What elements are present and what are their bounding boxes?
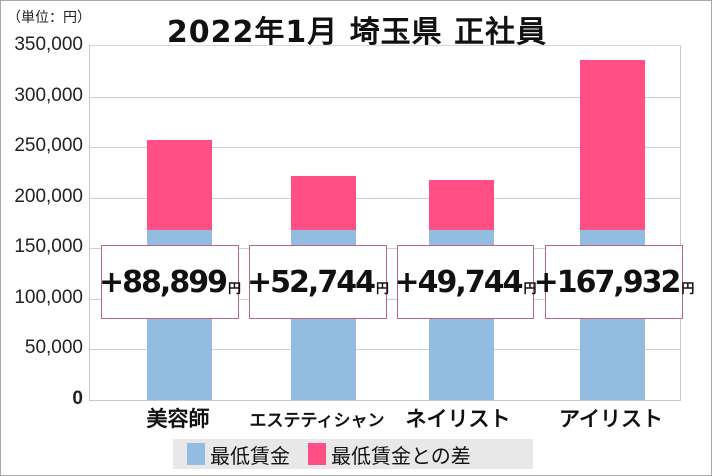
legend-swatch-icon	[308, 443, 326, 465]
legend-swatch-icon	[187, 443, 205, 465]
gridline	[90, 147, 680, 149]
diff-label: +49,744 円	[395, 245, 536, 319]
y-tick: 250,000	[14, 135, 83, 157]
y-tick: 100,000	[14, 286, 83, 308]
category-label: 美容師	[146, 407, 210, 431]
legend: 最低賃金 最低賃金との差	[173, 439, 533, 469]
bar-segment-diff	[580, 59, 645, 230]
y-tick: 150,000	[14, 236, 83, 258]
bar-segment-diff	[429, 179, 494, 230]
unit-label: （単位：円）	[7, 9, 91, 25]
y-tick: 300,000	[14, 84, 83, 106]
plot-area	[89, 45, 681, 401]
bar	[580, 59, 645, 400]
gridline	[90, 349, 680, 351]
legend-item: 最低賃金との差	[308, 440, 471, 469]
bar-segment-diff	[291, 176, 356, 230]
y-tick: 50,000	[24, 337, 83, 359]
bar-segment-diff	[147, 139, 212, 230]
y-tick: 0	[72, 388, 83, 409]
category-label: アイリスト	[559, 407, 663, 431]
chart-title: 2022年1月 埼玉県 正社員	[166, 15, 548, 50]
category-label: ネイリスト	[405, 407, 511, 431]
y-tick: 350,000	[14, 34, 83, 55]
gridline	[90, 197, 680, 199]
y-tick: 200,000	[14, 185, 83, 207]
category-label: エステティシャン	[249, 411, 385, 431]
gridline	[90, 96, 680, 98]
diff-label: +167,932 円	[534, 245, 694, 319]
diff-label: +52,744 円	[247, 245, 389, 319]
legend-item: 最低賃金	[187, 440, 290, 469]
diff-label: +88,899 円	[99, 245, 241, 319]
